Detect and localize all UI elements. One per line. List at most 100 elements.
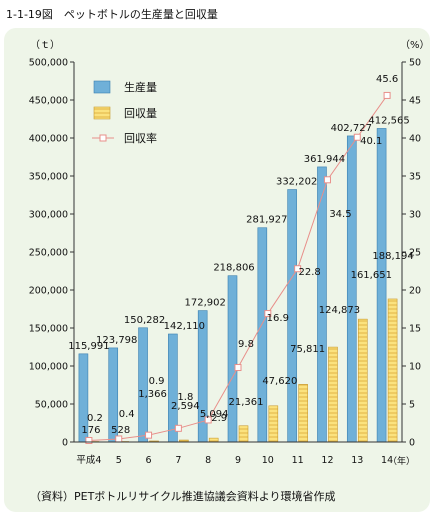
rate-marker bbox=[115, 435, 123, 443]
rate-value-label: 2.9 bbox=[211, 413, 227, 424]
left-tick-label: 150,000 bbox=[29, 324, 68, 335]
x-tick-label: 6 bbox=[146, 455, 152, 466]
collection-bar bbox=[387, 298, 398, 443]
collection-value-label: 75,811 bbox=[290, 344, 325, 355]
production-value-label: 150,282 bbox=[124, 315, 165, 326]
right-tick-label: 10 bbox=[409, 362, 421, 373]
production-value-label: 402,727 bbox=[331, 123, 372, 134]
collection-value-label: 176 bbox=[81, 425, 100, 436]
rate-marker bbox=[234, 364, 242, 372]
collection-value-label: 161,651 bbox=[351, 270, 392, 281]
left-tick-label: 500,000 bbox=[29, 58, 68, 69]
left-tick-label: 350,000 bbox=[29, 172, 68, 183]
figure-title: 1-1-19図 ペットボトルの生産量と回収量 bbox=[6, 8, 218, 21]
rate-value-label: 22.8 bbox=[299, 267, 321, 278]
rate-marker bbox=[294, 265, 302, 273]
collection-bar bbox=[357, 318, 368, 443]
legend-collection-label: 回収量 bbox=[124, 107, 157, 120]
right-axis-unit: （%） bbox=[400, 39, 430, 51]
rate-value-label: 45.6 bbox=[376, 74, 398, 85]
production-value-label: 361,944 bbox=[304, 154, 345, 165]
right-tick-label: 40 bbox=[409, 134, 421, 145]
rate-marker bbox=[145, 431, 153, 439]
x-tick-label: 14 bbox=[381, 455, 393, 466]
collection-bar bbox=[298, 384, 308, 443]
rate-value-label: 34.5 bbox=[329, 209, 351, 220]
x-tick-label: 7 bbox=[175, 455, 181, 466]
production-bar bbox=[376, 128, 387, 443]
right-tick-label: 30 bbox=[409, 210, 421, 221]
production-bar bbox=[257, 227, 268, 443]
right-tick-label: 0 bbox=[409, 438, 415, 449]
x-tick-label: 9 bbox=[235, 455, 241, 466]
collection-value-label: 528 bbox=[111, 425, 130, 436]
x-tick-label: 5 bbox=[116, 455, 122, 466]
right-tick-label: 5 bbox=[409, 400, 415, 411]
collection-value-label: 1,366 bbox=[138, 389, 167, 400]
rate-marker bbox=[174, 424, 182, 432]
production-value-label: 218,806 bbox=[213, 263, 254, 274]
left-tick-label: 300,000 bbox=[29, 210, 68, 221]
left-tick-label: 250,000 bbox=[29, 248, 68, 259]
rate-value-label: 9.8 bbox=[238, 339, 254, 350]
rate-marker bbox=[353, 133, 361, 141]
collection-value-label: 21,361 bbox=[229, 397, 264, 408]
rate-marker bbox=[204, 416, 212, 424]
x-tick-label: 12 bbox=[321, 455, 333, 466]
right-tick-label: 35 bbox=[409, 172, 421, 183]
production-value-label: 281,927 bbox=[246, 215, 287, 226]
production-bar bbox=[287, 189, 297, 443]
collection-value-label: 2,594 bbox=[171, 401, 200, 412]
rate-value-label: 16.9 bbox=[267, 313, 289, 324]
production-value-label: 123,798 bbox=[96, 335, 137, 346]
production-value-label: 142,110 bbox=[164, 321, 205, 332]
source-note: （資料）PETボトルリサイクル推進協議会資料より環境省作成 bbox=[30, 490, 336, 503]
legend-rate-label: 回収率 bbox=[124, 131, 157, 145]
right-tick-label: 20 bbox=[409, 286, 421, 297]
x-tick-label: 8 bbox=[205, 455, 211, 466]
rate-value-label: 0.2 bbox=[87, 413, 103, 424]
rate-value-label: 40.1 bbox=[360, 136, 382, 147]
legend-collection-swatch bbox=[93, 106, 111, 120]
rate-marker bbox=[85, 436, 93, 444]
collection-value-label: 124,873 bbox=[319, 305, 360, 316]
right-tick-label: 25 bbox=[409, 248, 421, 259]
rate-marker bbox=[323, 176, 331, 184]
left-tick-label: 100,000 bbox=[29, 362, 68, 373]
legend-production-swatch bbox=[93, 80, 111, 94]
collection-value-label: 5,094 bbox=[200, 409, 229, 420]
production-bar bbox=[346, 135, 357, 443]
x-tick-label: 11 bbox=[292, 455, 304, 466]
collection-bar bbox=[268, 405, 279, 443]
left-tick-label: 450,000 bbox=[29, 96, 68, 107]
left-tick-label: 400,000 bbox=[29, 134, 68, 145]
left-tick-label: 0 bbox=[62, 438, 68, 449]
production-bar bbox=[227, 275, 238, 443]
rate-marker bbox=[383, 91, 391, 99]
right-tick-label: 50 bbox=[409, 58, 421, 69]
rate-value-label: 0.4 bbox=[119, 409, 135, 420]
collection-bar bbox=[208, 437, 219, 443]
left-axis-unit: （ｔ） bbox=[30, 39, 60, 51]
production-value-label: 412,565 bbox=[368, 115, 409, 126]
left-tick-label: 50,000 bbox=[35, 400, 68, 411]
x-tick-label: 平成4 bbox=[76, 454, 101, 466]
right-tick-label: 45 bbox=[409, 96, 421, 107]
production-bar bbox=[138, 327, 148, 443]
collection-bar bbox=[328, 346, 338, 443]
left-tick-label: 200,000 bbox=[29, 286, 68, 297]
collection-value-label: 47,620 bbox=[262, 376, 297, 387]
production-value-label: 115,991 bbox=[68, 341, 109, 352]
collection-value-label: 188,194 bbox=[372, 251, 413, 262]
x-tick-label: 10 bbox=[262, 455, 274, 466]
rate-value-label: 0.9 bbox=[149, 376, 165, 387]
production-value-label: 172,902 bbox=[185, 298, 226, 309]
x-tick-label: 13 bbox=[351, 455, 363, 466]
rate-value-label: 1.8 bbox=[177, 392, 193, 403]
right-tick-label: 15 bbox=[409, 324, 421, 335]
collection-bar bbox=[238, 425, 249, 443]
legend-rate-marker bbox=[99, 134, 107, 142]
